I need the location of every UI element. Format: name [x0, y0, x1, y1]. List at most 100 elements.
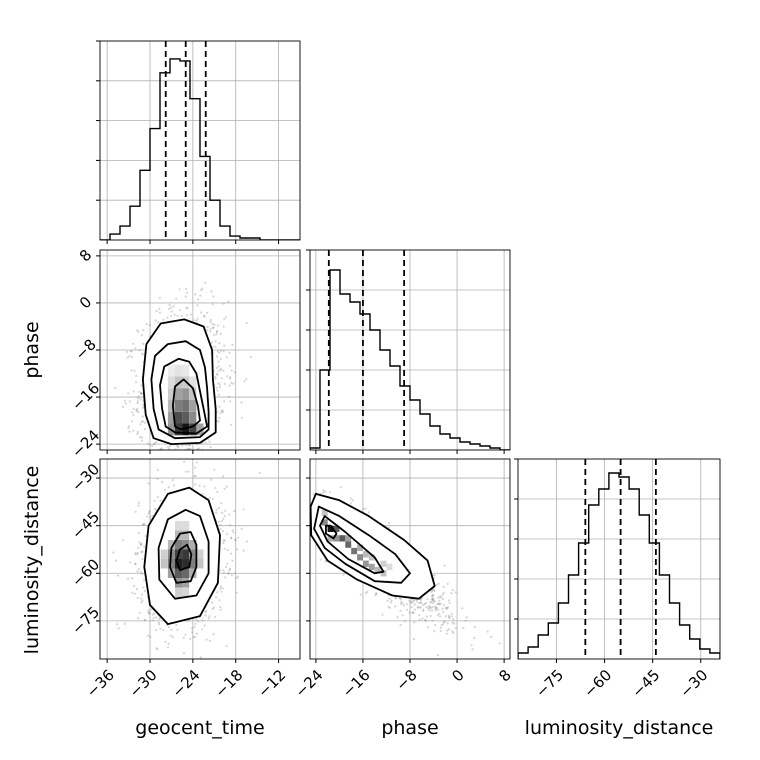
scatter-point	[194, 483, 197, 486]
scatter-point	[147, 609, 150, 612]
scatter-point	[465, 616, 468, 619]
density-cell	[167, 388, 175, 400]
density-cell	[380, 570, 387, 577]
scatter-point	[423, 602, 426, 606]
scatter-point	[442, 585, 445, 589]
scatter-point	[148, 324, 151, 327]
scatter-point	[431, 609, 434, 612]
scatter-point	[362, 507, 365, 510]
scatter-point	[200, 289, 203, 292]
scatter-point	[218, 351, 221, 354]
scatter-point	[226, 572, 229, 575]
x-tick-label: −12	[254, 666, 289, 701]
scatter-point	[138, 541, 141, 544]
scatter-point	[445, 632, 448, 635]
density-cell	[362, 551, 369, 558]
scatter-point	[156, 495, 159, 499]
scatter-point	[319, 558, 322, 561]
scatter-point	[245, 378, 248, 381]
scatter-point	[444, 606, 447, 610]
scatter-point	[195, 454, 197, 456]
scatter-point	[308, 503, 310, 505]
scatter-point	[454, 627, 457, 630]
scatter-point	[236, 575, 239, 578]
scatter-point	[386, 599, 389, 603]
scatter-point	[212, 633, 215, 636]
scatter-point	[214, 486, 217, 489]
density-cell	[182, 559, 190, 569]
scatter-point	[428, 609, 431, 612]
scatter-point	[285, 499, 287, 501]
scatter-point	[428, 604, 431, 608]
scatter-point	[185, 287, 188, 291]
scatter-point	[302, 513, 304, 515]
scatter-point	[440, 596, 443, 599]
histogram-phase	[306, 249, 511, 454]
scatter-point	[228, 351, 231, 354]
scatter-point	[209, 446, 212, 449]
scatter-point	[359, 593, 362, 596]
density-cell	[333, 525, 340, 532]
scatter-point	[424, 619, 427, 623]
scatter-point	[447, 628, 450, 631]
scatter-point	[141, 406, 145, 409]
scatter-point	[141, 420, 144, 423]
scatter-point	[217, 506, 220, 510]
scatter-point	[403, 620, 406, 623]
scatter-point	[416, 606, 420, 609]
contour-level-4	[143, 486, 221, 625]
x-tick-label: −24	[168, 666, 203, 701]
scatter-point	[189, 452, 191, 454]
density-cell	[175, 423, 183, 436]
y-tick-labels-luminosity-distance: −30 −45 −60 −75	[68, 460, 103, 638]
scatter-point	[129, 350, 132, 353]
scatter-point	[218, 520, 221, 523]
scatter-point	[180, 315, 183, 318]
scatter-point	[194, 474, 197, 478]
scatter-point	[305, 484, 307, 486]
scatter-point	[230, 573, 233, 577]
scatter-point	[223, 344, 226, 347]
scatter-point	[431, 598, 434, 601]
scatter-point	[225, 565, 228, 569]
density-cell	[182, 423, 190, 436]
scatter-point	[179, 309, 182, 312]
scatter-point	[205, 609, 208, 613]
scatter-point	[148, 478, 150, 480]
scatter-point	[204, 281, 207, 284]
scatter-point	[408, 611, 411, 614]
scatter-point	[149, 635, 152, 639]
scatter-point	[281, 512, 283, 514]
scatter-point	[211, 326, 215, 329]
scatter-point	[136, 329, 139, 332]
scatter-point	[124, 402, 127, 405]
scatter-point	[219, 606, 222, 609]
scatter-point	[127, 392, 130, 395]
scatter-point	[133, 369, 136, 372]
panel-frame	[99, 458, 301, 660]
joint-content	[100, 459, 300, 659]
panel-frame	[99, 40, 301, 241]
scatter-point	[182, 636, 185, 639]
y-tick-label: 0	[76, 293, 95, 312]
scatter-point	[290, 496, 292, 498]
scatter-point	[156, 477, 159, 480]
scatter-point	[215, 372, 218, 375]
scatter-point	[349, 497, 352, 500]
scatter-point	[246, 540, 249, 543]
scatter-point	[418, 614, 421, 617]
scatter-point	[121, 405, 124, 409]
scatter-point	[426, 626, 429, 629]
scatter-point	[410, 601, 413, 605]
scatter-point	[425, 615, 428, 618]
scatter-point	[419, 601, 422, 604]
scatter-point	[132, 342, 135, 345]
scatter-point	[144, 534, 147, 538]
scatter-point	[146, 515, 149, 518]
scatter-point	[155, 629, 158, 632]
scatter-point	[242, 508, 245, 511]
scatter-point	[288, 495, 290, 497]
scatter-point	[447, 614, 450, 617]
scatter-point	[143, 427, 146, 431]
scatter-point	[176, 628, 179, 632]
